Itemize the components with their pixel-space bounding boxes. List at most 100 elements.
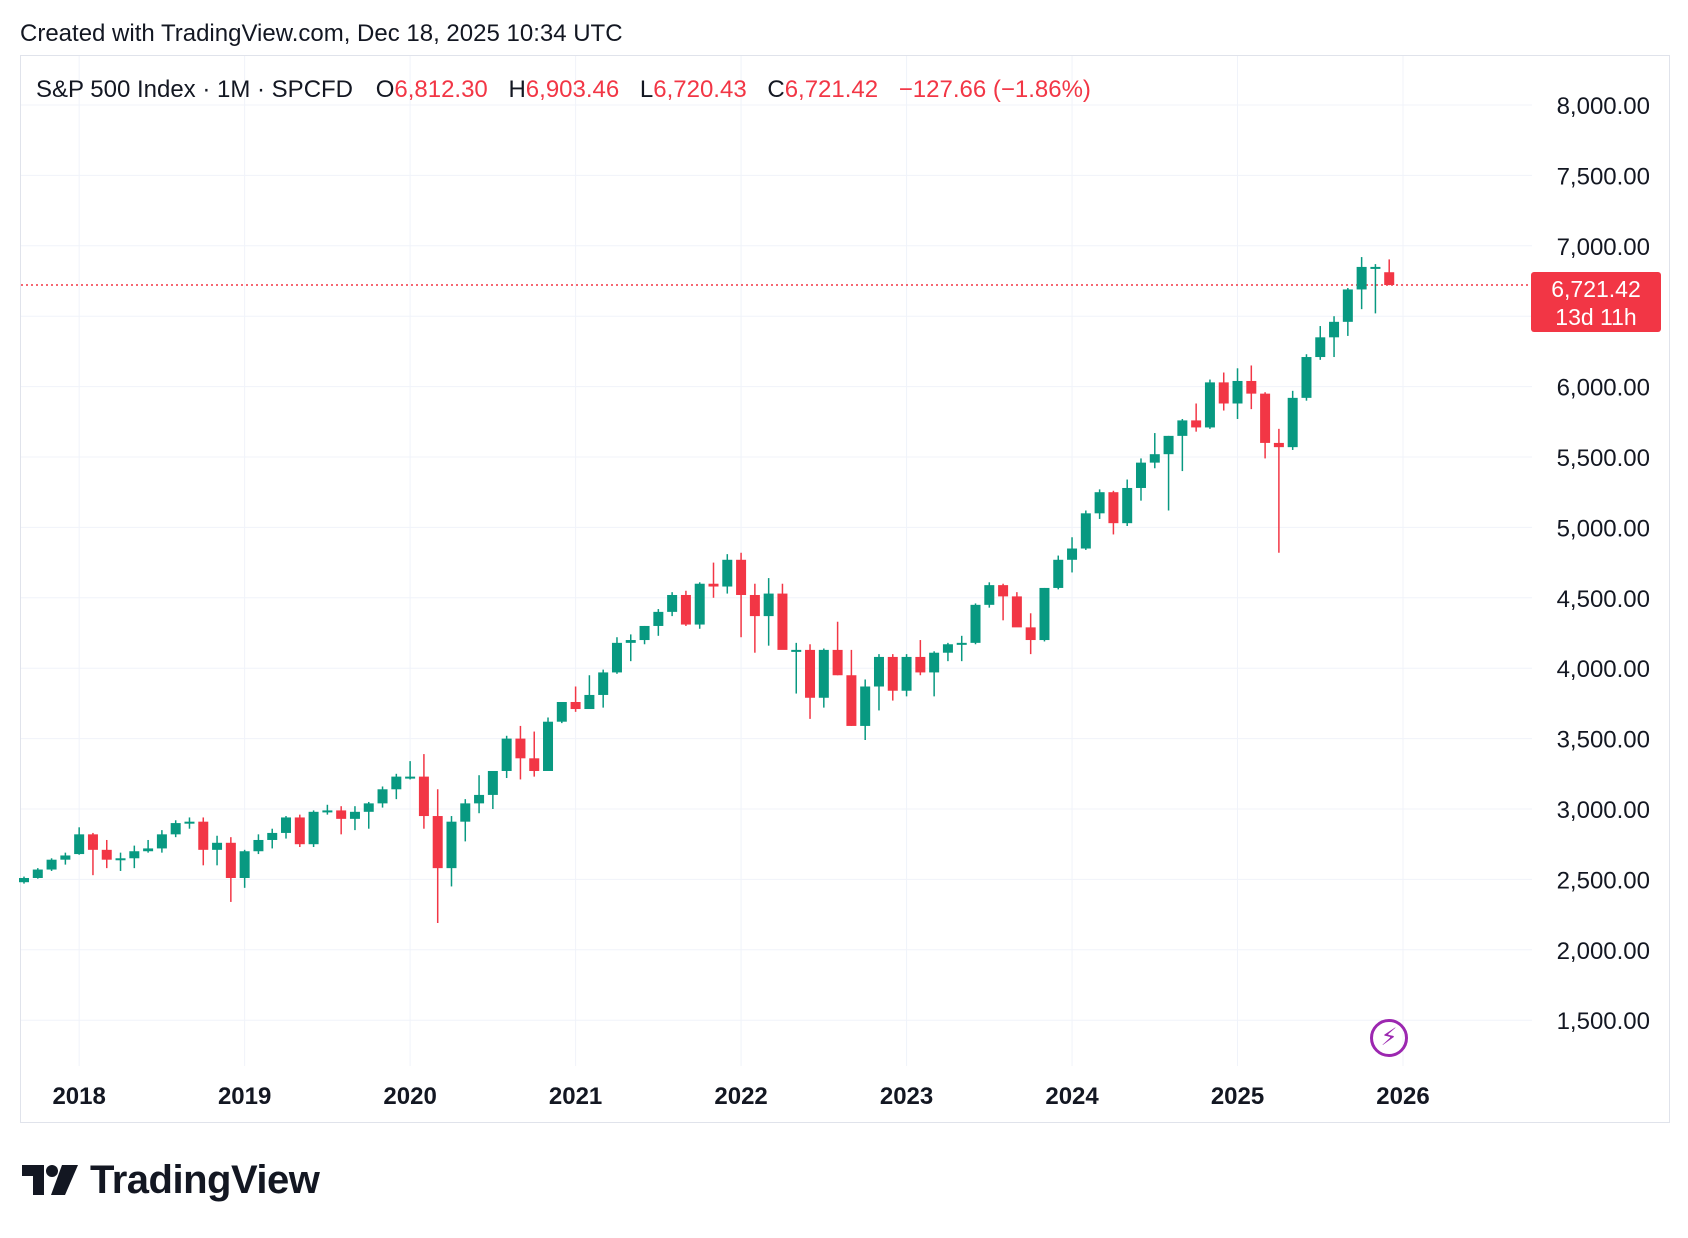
candle-body xyxy=(405,776,416,779)
candle-body xyxy=(1067,548,1078,560)
candle xyxy=(763,578,774,646)
candle-body xyxy=(639,625,650,641)
candle xyxy=(570,686,581,712)
candle xyxy=(901,654,912,697)
x-tick-label: 2024 xyxy=(1045,1083,1099,1110)
candle-body xyxy=(239,851,250,878)
candle-body xyxy=(1080,513,1091,549)
candle xyxy=(777,583,788,650)
candle xyxy=(349,806,360,831)
candle-body xyxy=(832,649,843,676)
candle xyxy=(32,868,43,879)
candle-body xyxy=(818,649,829,698)
chart-panel[interactable] xyxy=(20,55,1670,1123)
x-tick-label: 2018 xyxy=(52,1083,105,1110)
symbol-label[interactable]: S&P 500 Index · 1M · SPCFD xyxy=(36,76,354,103)
candle xyxy=(625,634,636,662)
candle xyxy=(1246,365,1257,410)
candle-body xyxy=(1218,382,1229,404)
candle-body xyxy=(1053,559,1064,588)
candle xyxy=(19,876,29,884)
candle xyxy=(1218,372,1229,411)
x-tick-label: 2022 xyxy=(714,1083,767,1110)
candle xyxy=(1108,490,1119,535)
candle xyxy=(1384,259,1395,286)
y-tick-label: 6,000.00 xyxy=(1557,375,1650,402)
candle-body xyxy=(1260,393,1271,443)
candle xyxy=(1232,368,1243,419)
candle xyxy=(1080,510,1091,550)
candle-body xyxy=(515,738,526,759)
candle xyxy=(281,816,292,839)
candle xyxy=(1287,390,1298,450)
candle-body xyxy=(929,652,940,673)
candle xyxy=(708,562,719,598)
candle-body xyxy=(156,834,167,849)
low-label: L xyxy=(639,76,654,103)
high-value: 6,903.46 xyxy=(525,76,620,103)
candle xyxy=(970,603,981,645)
y-tick-label: 2,500.00 xyxy=(1557,867,1650,894)
candle xyxy=(418,754,429,829)
candle xyxy=(1356,257,1367,310)
candle xyxy=(860,679,871,741)
x-tick-label: 2020 xyxy=(383,1083,436,1110)
candle-body xyxy=(736,559,747,595)
candle xyxy=(1301,354,1312,401)
candle-body xyxy=(74,834,85,855)
candle xyxy=(1342,288,1353,336)
candle xyxy=(1135,458,1146,501)
candle xyxy=(212,835,223,866)
candle-body xyxy=(1301,357,1312,398)
candle xyxy=(543,717,554,771)
candle-body xyxy=(915,656,926,673)
candle xyxy=(791,642,802,694)
change-value: −127.66 (−1.86%) xyxy=(898,76,1091,103)
candle-body xyxy=(942,644,953,653)
candle xyxy=(156,830,167,853)
candle-body xyxy=(1232,380,1243,404)
candle-body xyxy=(363,803,374,812)
candle-body xyxy=(598,672,609,695)
y-axis: 8,000.007,500.007,000.006,500.006,000.00… xyxy=(1557,93,1650,1035)
candle-body xyxy=(1370,266,1381,269)
candle xyxy=(446,816,457,887)
candle xyxy=(1273,428,1284,553)
candles xyxy=(19,257,1395,924)
y-tick-label: 7,500.00 xyxy=(1557,163,1650,190)
candle xyxy=(474,775,485,814)
candle-body xyxy=(184,821,195,824)
candle xyxy=(101,839,112,869)
candle-body xyxy=(873,656,884,687)
candle-body xyxy=(281,817,292,833)
candle-body xyxy=(432,816,443,869)
candle xyxy=(198,817,209,866)
candle-body xyxy=(322,810,333,813)
current-price-badge: 6,721.42 13d 11h xyxy=(1531,272,1661,332)
open-value: 6,812.30 xyxy=(394,76,488,103)
candle xyxy=(1204,379,1215,429)
candle-body xyxy=(501,738,512,771)
candle-body xyxy=(1246,380,1257,394)
candle xyxy=(432,789,443,924)
flash-icon[interactable]: ⚡︎ xyxy=(1370,1019,1408,1057)
x-tick-label: 2026 xyxy=(1376,1083,1429,1110)
candle-body xyxy=(1329,321,1340,338)
candle-body xyxy=(336,810,347,819)
candle xyxy=(598,669,609,708)
candle-body xyxy=(377,789,388,804)
candle-body xyxy=(32,869,43,878)
candle-body xyxy=(143,848,154,852)
candle xyxy=(529,731,540,777)
tradingview-logo[interactable]: TradingView xyxy=(22,1158,320,1202)
candle-body xyxy=(805,649,816,698)
candle-body xyxy=(1204,382,1215,428)
candle xyxy=(956,635,967,662)
candle xyxy=(405,761,416,780)
candle-body xyxy=(460,803,471,822)
candle-body xyxy=(1025,627,1036,641)
candle xyxy=(556,701,567,724)
candle-body xyxy=(60,855,71,860)
candle-body xyxy=(1039,587,1050,641)
